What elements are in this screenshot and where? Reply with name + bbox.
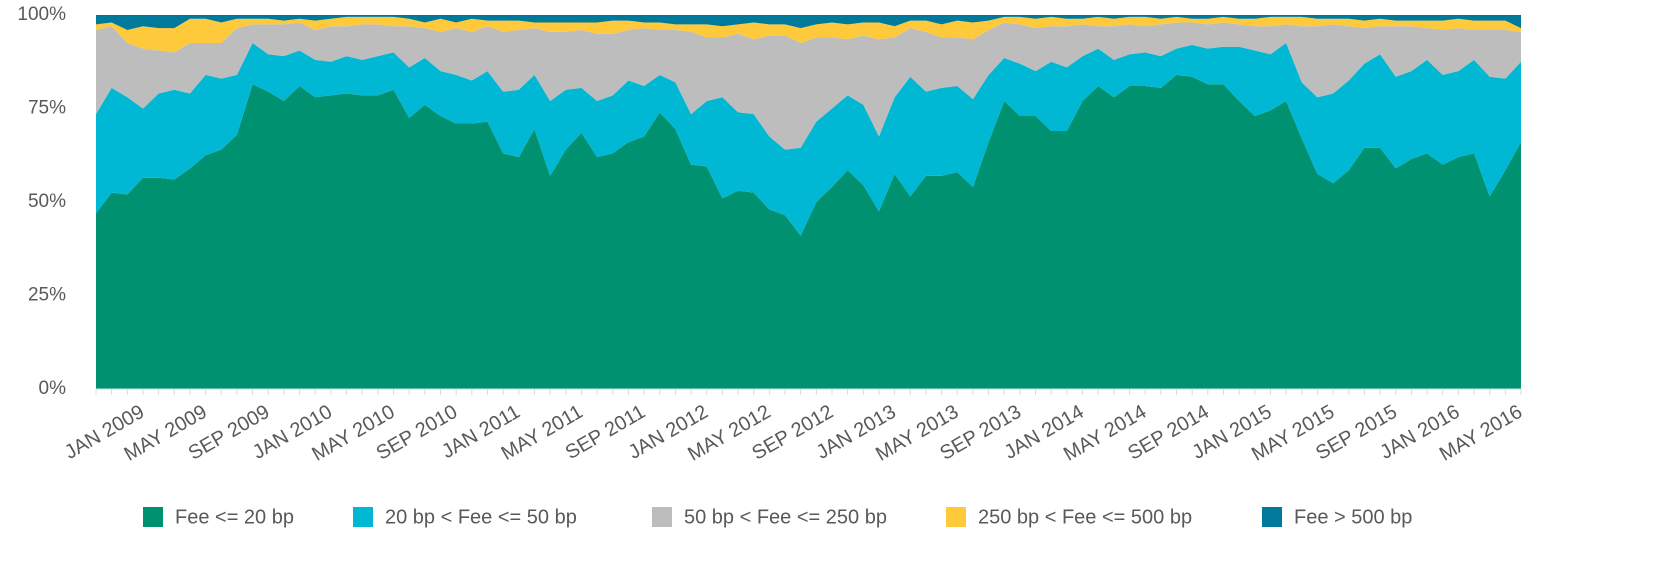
legend-label: 20 bp < Fee <= 50 bp [385,506,577,528]
y-tick-label: 50% [28,191,66,212]
y-tick-label: 0% [39,378,67,399]
area [96,16,1521,53]
legend-item: 50 bp < Fee <= 250 bp [652,506,887,528]
legend-swatch [1262,507,1282,527]
legend-label: Fee <= 20 bp [175,506,294,528]
legend-swatch [353,507,373,527]
area [96,15,1521,30]
area [96,43,1521,236]
y-tick-label: 75% [28,98,66,119]
legend-label: Fee > 500 bp [1294,506,1412,528]
y-tick-label: 100% [17,4,66,25]
legend-label: 250 bp < Fee <= 500 bp [978,506,1192,528]
legend-swatch [652,507,672,527]
legend-swatch [143,507,163,527]
legend-item: 250 bp < Fee <= 500 bp [946,506,1192,528]
legend-item: 20 bp < Fee <= 50 bp [353,506,577,528]
area [96,22,1521,150]
legend-item: Fee <= 20 bp [143,506,294,528]
legend-item: Fee > 500 bp [1262,506,1412,528]
legend-swatch [946,507,966,527]
legend-label: 50 bp < Fee <= 250 bp [684,506,887,528]
y-tick-label: 25% [28,285,66,306]
area [96,74,1521,389]
